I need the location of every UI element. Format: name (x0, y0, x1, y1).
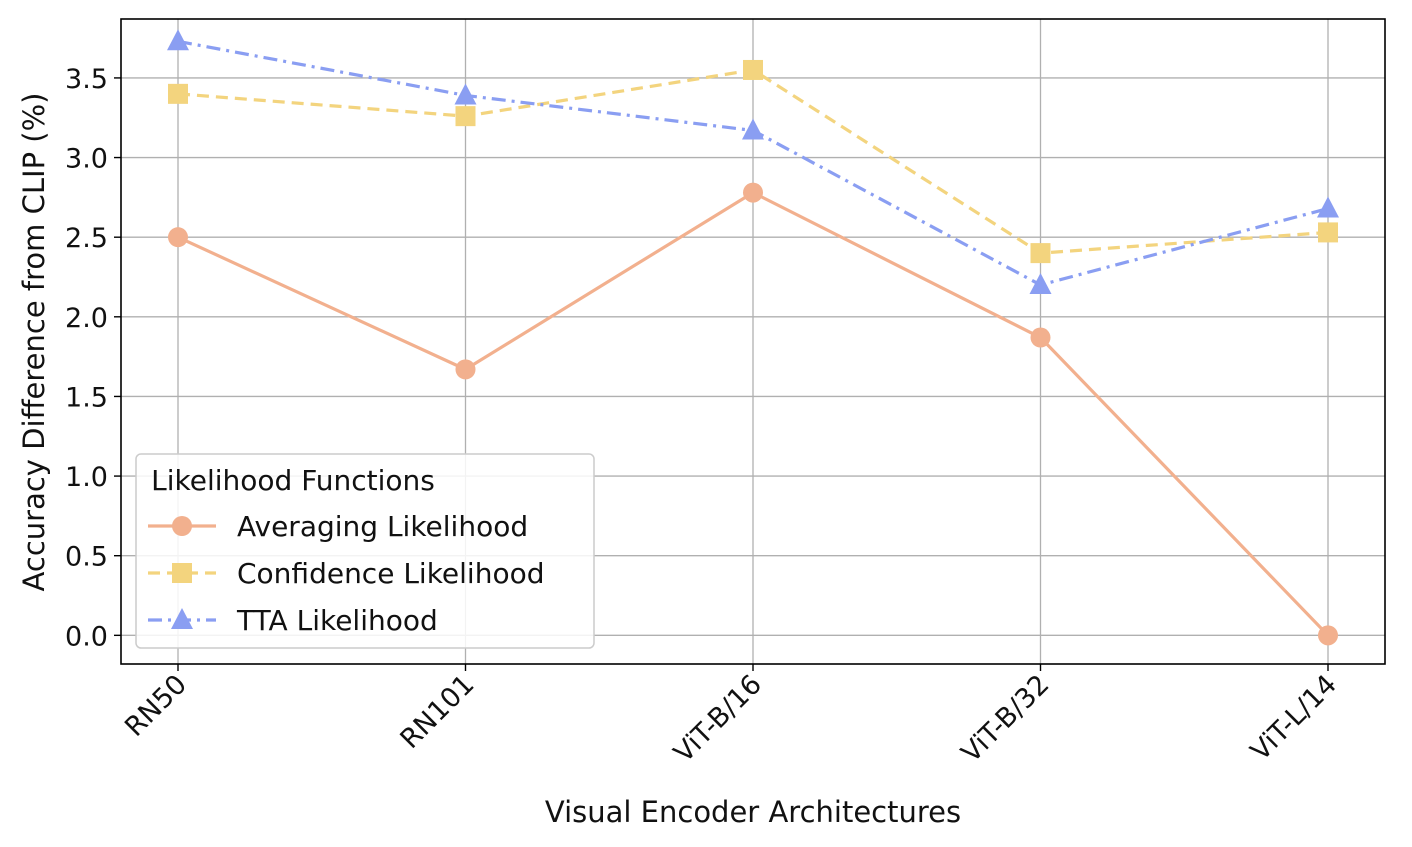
legend-item: TTA Likelihood (148, 604, 438, 637)
y-tick-label: 0.5 (65, 542, 108, 573)
data-point (1318, 625, 1338, 646)
legend-label: Confidence Likelihood (237, 557, 545, 590)
data-point (167, 29, 189, 51)
x-axis-label: Visual Encoder Architectures (545, 795, 961, 829)
data-point (1030, 327, 1051, 348)
data-point (742, 118, 764, 140)
data-point (455, 359, 476, 380)
legend-marker (171, 608, 193, 629)
y-tick-label: 1.0 (65, 462, 108, 493)
data-point (168, 83, 188, 104)
data-point (743, 59, 763, 80)
y-tick-label: 0.0 (65, 621, 108, 652)
series-averaging-likelihood (168, 182, 1338, 646)
legend-marker (172, 563, 192, 583)
data-point (455, 106, 476, 127)
data-point (1029, 272, 1052, 294)
legend-label: Averaging Likelihood (237, 510, 528, 543)
data-point (454, 83, 477, 105)
series-confidence-likelihood (168, 59, 1338, 264)
data-point (743, 182, 763, 203)
legend-label: TTA Likelihood (236, 604, 438, 637)
y-tick-label: 2.0 (65, 303, 108, 334)
data-point (1318, 222, 1338, 243)
y-tick-label: 3.0 (65, 144, 108, 175)
legend-title: Likelihood Functions (151, 464, 435, 497)
data-point (1030, 243, 1051, 264)
data-point (168, 227, 188, 248)
legend-marker (172, 516, 192, 536)
data-point (1317, 196, 1339, 218)
y-tick-label: 2.5 (65, 223, 108, 254)
series-group (167, 29, 1339, 646)
y-tick-label: 3.5 (65, 64, 108, 95)
legend-item: Confidence Likelihood (148, 557, 545, 590)
series-tta-likelihood (167, 29, 1339, 294)
legend-item: Averaging Likelihood (148, 510, 528, 543)
legend: Likelihood Functions Averaging Likelihood… (135, 453, 595, 649)
legend-box (135, 453, 595, 649)
y-axis-label: Accuracy Difference from CLIP (%) (17, 93, 51, 592)
y-tick-label: 1.5 (65, 382, 108, 413)
